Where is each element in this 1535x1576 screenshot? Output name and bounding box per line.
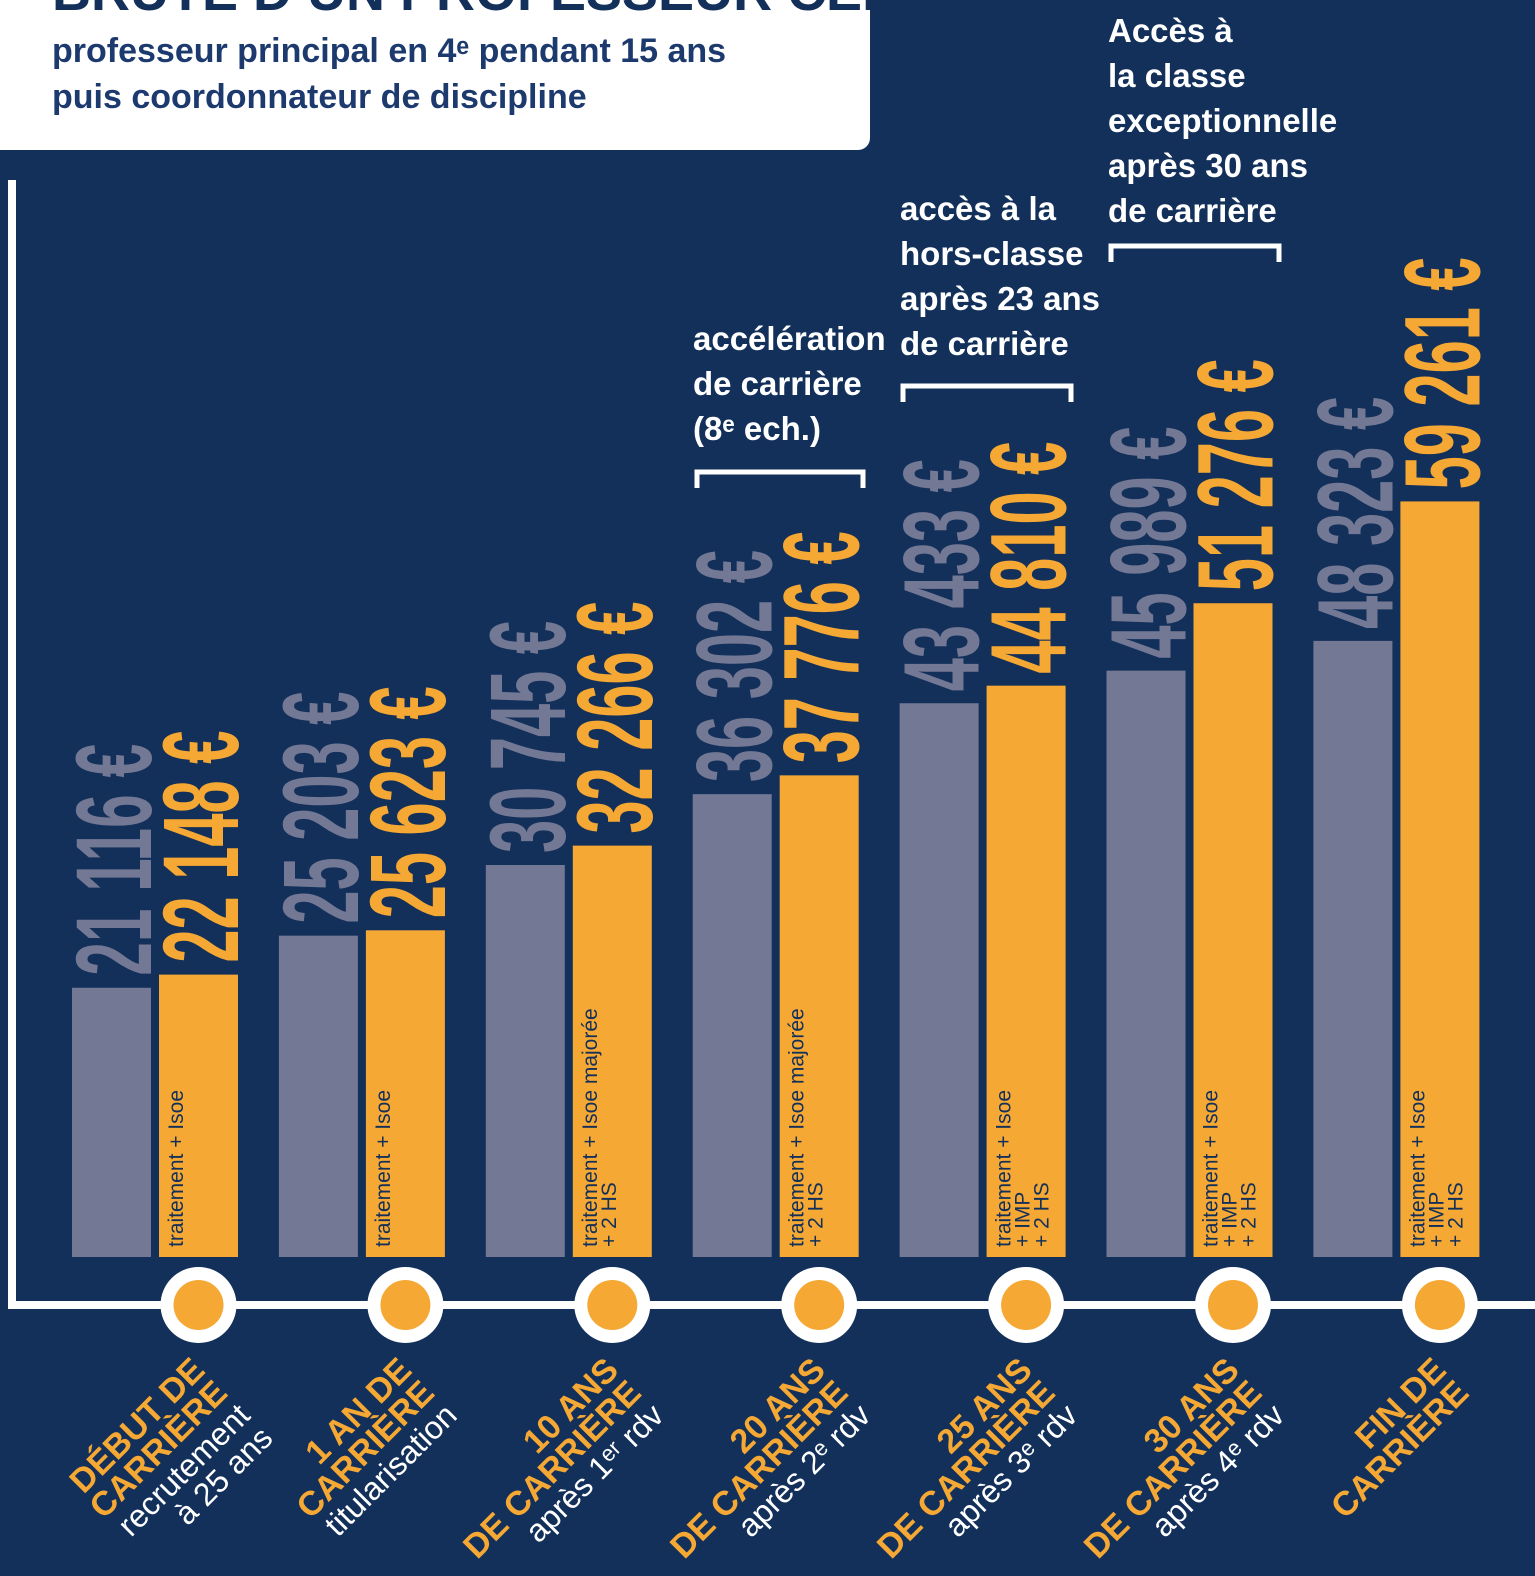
bar <box>1313 640 1393 1257</box>
bar-note: traitement + Isoe <box>372 1090 395 1247</box>
bar <box>1193 603 1273 1257</box>
bar-note: + 2 HS <box>1444 1182 1467 1247</box>
bar-note-group: traitement + Isoe <box>372 1090 395 1247</box>
value-label: 25 623 € <box>347 686 468 918</box>
annotation: exceptionnelle <box>1108 102 1337 139</box>
value-label: 32 266 € <box>554 602 675 834</box>
bar-note-group: traitement + Isoe+ IMP+ 2 HS <box>993 1090 1054 1247</box>
value-label: 22 148 € <box>140 731 261 963</box>
bar-note: traitement + Isoe <box>993 1090 1016 1247</box>
bar-note: + IMP <box>1219 1192 1242 1247</box>
bar <box>365 930 445 1257</box>
bar <box>1106 670 1186 1257</box>
bar-note: + IMP <box>1425 1192 1448 1247</box>
bar <box>72 987 151 1257</box>
value-label-group: 37 776 € <box>761 531 882 763</box>
value-label-group: 32 266 € <box>554 602 675 834</box>
value-label-group: 48 323 € <box>1294 397 1415 629</box>
value-label: 48 323 € <box>1294 397 1415 629</box>
value-label: 37 776 € <box>761 531 882 763</box>
annotation: de carrière <box>900 325 1069 362</box>
annotation-bracket <box>1108 243 1282 262</box>
milestone-inner <box>794 1280 845 1330</box>
annotation: après 30 ans <box>1108 147 1308 184</box>
bar-note: traitement + Isoe majorée <box>579 1008 602 1247</box>
value-label-group: 25 623 € <box>347 686 468 918</box>
value-label: 43 433 € <box>881 459 1002 691</box>
bar-note: traitement + Isoe <box>165 1090 188 1247</box>
bar <box>278 935 358 1257</box>
value-label-group: 21 116 € <box>53 744 174 976</box>
milestone-inner <box>1208 1280 1258 1330</box>
annotation: Accès à <box>1108 12 1233 49</box>
annotation: de carrière <box>693 365 862 402</box>
bar <box>899 703 979 1257</box>
bar <box>572 845 652 1257</box>
bar-note: + 2 HS <box>598 1182 621 1247</box>
value-label: 45 989 € <box>1088 427 1209 659</box>
bar-note: + 2 HS <box>1031 1182 1054 1247</box>
bar <box>986 685 1066 1257</box>
milestone-inner <box>380 1280 431 1330</box>
milestone-inner <box>173 1280 224 1330</box>
value-label-group: 43 433 € <box>881 459 1002 691</box>
value-label: 30 745 € <box>467 621 588 853</box>
bar <box>485 865 565 1257</box>
annotation: après 23 ans <box>900 280 1100 317</box>
annotation: hors-classe <box>900 235 1083 272</box>
subtitle: professeur principal en 4ᵉ pendant 15 an… <box>52 32 726 70</box>
value-label: 21 116 € <box>53 744 174 976</box>
annotation-bracket <box>900 383 1074 402</box>
milestone-inner <box>1001 1280 1052 1330</box>
annotation-bracket <box>694 469 866 488</box>
value-label-group: 36 302 € <box>674 550 795 782</box>
value-label: 51 276 € <box>1175 359 1296 591</box>
bar-note-group: traitement + Isoe <box>165 1090 188 1247</box>
subtitle: puis coordonnateur de discipline <box>52 78 587 116</box>
value-label-group: 59 261 € <box>1381 257 1502 489</box>
value-label: 59 261 € <box>1381 257 1502 489</box>
value-label-group: 25 203 € <box>260 692 381 924</box>
bar <box>159 974 238 1257</box>
bar <box>692 794 772 1257</box>
bar-note: + IMP <box>1012 1192 1035 1247</box>
milestone-inner <box>1414 1280 1465 1330</box>
value-label: 25 203 € <box>260 692 381 924</box>
value-label: 44 810 € <box>968 442 1089 674</box>
annotation: (8ᵉ ech.) <box>693 410 821 447</box>
annotation: accélération <box>693 320 886 357</box>
value-label-group: 44 810 € <box>968 442 1089 674</box>
bar-note: traitement + Isoe <box>1200 1090 1223 1247</box>
value-label-group: 22 148 € <box>140 731 261 963</box>
milestone-inner <box>587 1280 638 1330</box>
bar-note: traitement + Isoe majorée <box>786 1008 809 1247</box>
bar-note-group: traitement + Isoe majorée+ 2 HS <box>579 1008 621 1247</box>
annotation: la classe <box>1108 57 1246 94</box>
bar-note-group: traitement + Isoe majorée+ 2 HS <box>786 1008 828 1247</box>
bar-note-group: traitement + Isoe+ IMP+ 2 HS <box>1200 1090 1261 1247</box>
bar-note: + 2 HS <box>805 1182 828 1247</box>
bar-note-group: traitement + Isoe+ IMP+ 2 HS <box>1406 1090 1467 1247</box>
value-label-group: 30 745 € <box>467 621 588 853</box>
bar-note: + 2 HS <box>1238 1182 1261 1247</box>
bar <box>779 775 859 1257</box>
title-box <box>0 0 870 150</box>
chart-title: BRUTE D’UN PROFESSEUR CERTIFIÉ, <box>52 0 1048 22</box>
value-label-group: 45 989 € <box>1088 427 1209 659</box>
value-label: 36 302 € <box>674 550 795 782</box>
annotation: accès à la <box>900 190 1057 227</box>
bar-note: traitement + Isoe <box>1406 1090 1429 1247</box>
annotation: de carrière <box>1108 192 1277 229</box>
bar <box>1400 501 1480 1257</box>
value-label-group: 51 276 € <box>1175 359 1296 591</box>
